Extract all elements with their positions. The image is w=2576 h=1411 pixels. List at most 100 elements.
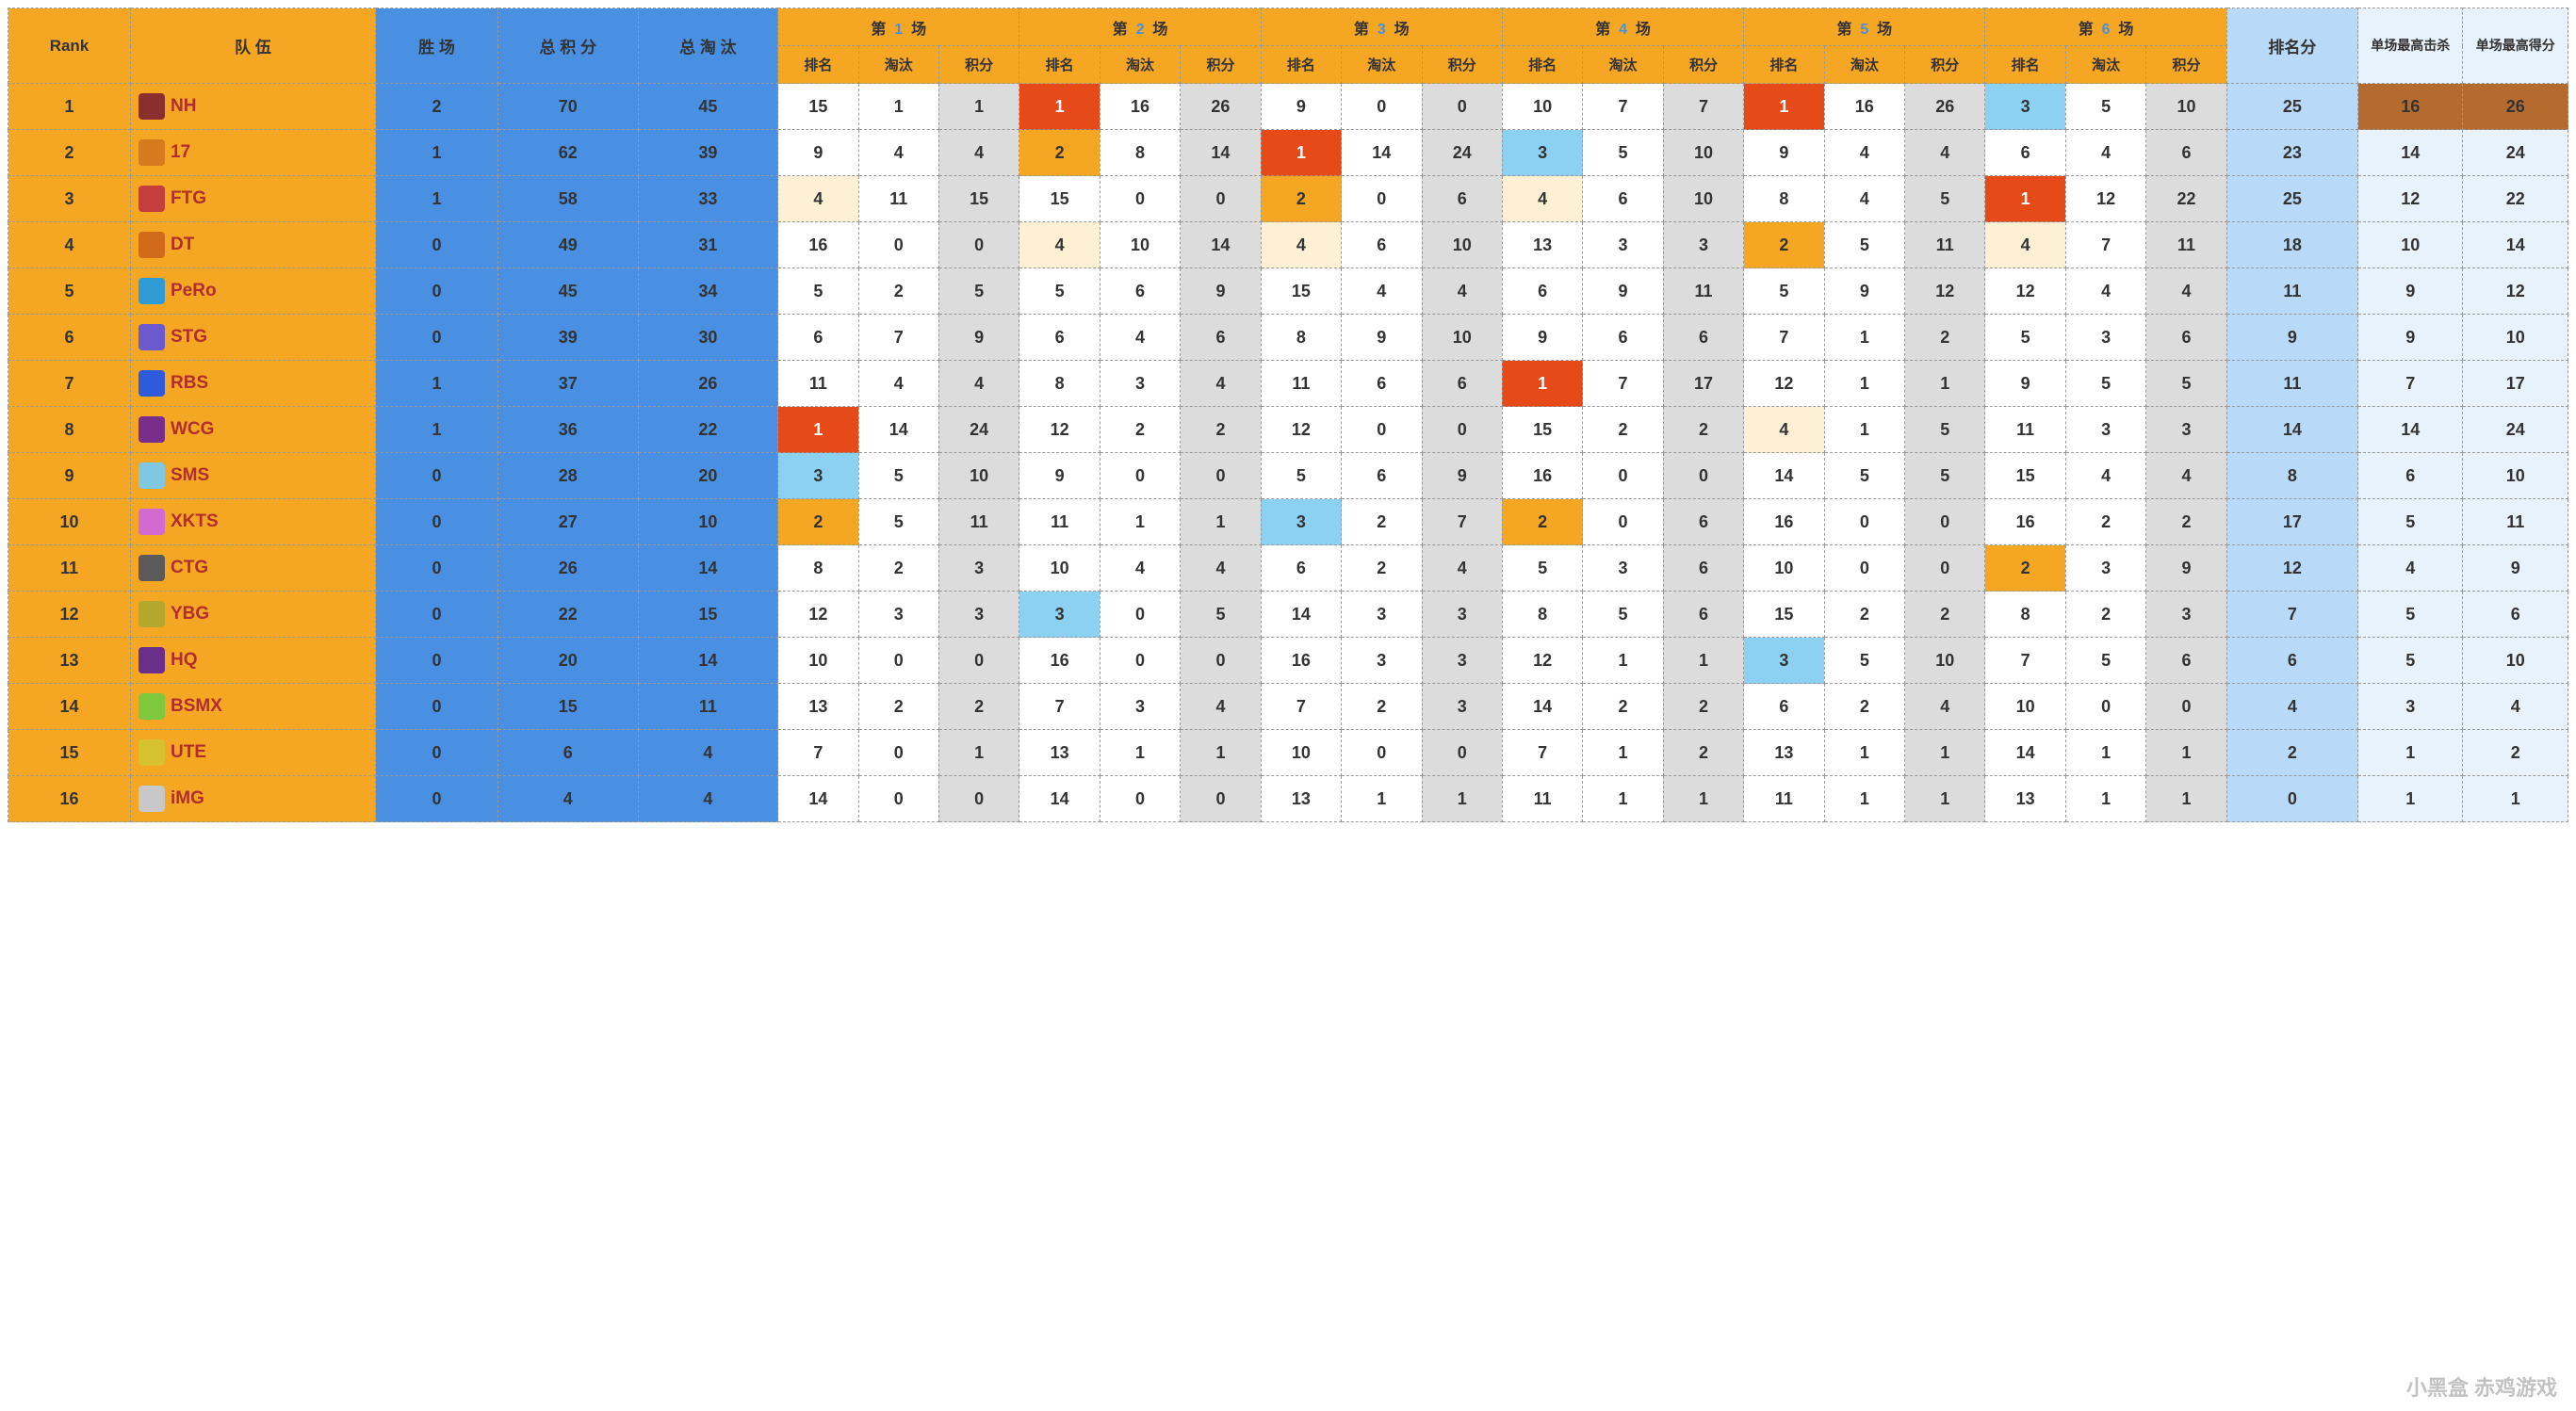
cell-rank: 16 [8, 776, 131, 822]
cell-game-points: 3 [2146, 592, 2226, 638]
cell-game-elim: 1 [1824, 407, 1904, 453]
table-row: 11CTG02614823104462453610002391249 [8, 545, 2568, 592]
hdr-sub-points-g4: 积分 [1663, 46, 1743, 84]
cell-game-points: 22 [2146, 176, 2226, 222]
cell-game-rank: 10 [1985, 684, 2065, 730]
cell-game-rank: 10 [1502, 84, 1582, 130]
cell-game-rank: 11 [1744, 776, 1824, 822]
cell-total: 36 [498, 407, 639, 453]
cell-team: STG [131, 315, 376, 361]
cell-game-elim: 3 [2065, 315, 2145, 361]
cell-team: PeRo [131, 268, 376, 315]
cell-game-points: 10 [938, 453, 1019, 499]
team-name: CTG [171, 558, 208, 577]
cell-game-rank: 13 [778, 684, 858, 730]
cell-game-rank: 11 [1985, 407, 2065, 453]
cell-game-points: 6 [1663, 315, 1743, 361]
cell-game-points: 2 [1905, 592, 1985, 638]
cell-game-rank: 1 [778, 407, 858, 453]
cell-max-kills: 3 [2358, 684, 2463, 730]
table-row: 15UTE0647011311100071213111411212 [8, 730, 2568, 776]
cell-game-rank: 7 [1502, 730, 1582, 776]
cell-game-points: 2 [1663, 407, 1743, 453]
cell-game-points: 11 [938, 499, 1019, 545]
cell-game-elim: 16 [1100, 84, 1180, 130]
cell-game-elim: 1 [1824, 315, 1904, 361]
cell-max-kills: 5 [2358, 638, 2463, 684]
cell-game-rank: 14 [778, 776, 858, 822]
cell-rank-points: 9 [2226, 315, 2357, 361]
table-row: 4DT049311600410144610133325114711181014 [8, 222, 2568, 268]
cell-game-rank: 9 [1502, 315, 1582, 361]
cell-game-rank: 4 [1019, 222, 1100, 268]
cell-game-points: 10 [1663, 176, 1743, 222]
cell-game-elim: 4 [1100, 545, 1180, 592]
cell-game-elim: 1 [1100, 730, 1180, 776]
hdr-sub-points-g2: 积分 [1181, 46, 1261, 84]
cell-wins: 0 [376, 315, 498, 361]
team-logo-icon [139, 186, 165, 212]
cell-total: 22 [498, 592, 639, 638]
cell-game-rank: 5 [1744, 268, 1824, 315]
cell-game-rank: 5 [1985, 315, 2065, 361]
cell-game-elim: 1 [2065, 776, 2145, 822]
team-name: DT [171, 235, 194, 254]
cell-game-rank: 16 [1261, 638, 1341, 684]
cell-game-points: 0 [1422, 407, 1502, 453]
cell-team: WCG [131, 407, 376, 453]
cell-game-points: 6 [2146, 130, 2226, 176]
cell-game-rank: 16 [778, 222, 858, 268]
hdr-sub-rank-g1: 排名 [778, 46, 858, 84]
cell-rank: 5 [8, 268, 131, 315]
cell-game-elim: 5 [1824, 638, 1904, 684]
cell-total: 15 [498, 684, 639, 730]
hdr-team: 队 伍 [131, 8, 376, 84]
cell-game-elim: 10 [1100, 222, 1180, 268]
cell-game-points: 4 [1422, 268, 1502, 315]
cell-max-points: 2 [2463, 730, 2568, 776]
cell-elims: 11 [638, 684, 778, 730]
cell-game-rank: 15 [1985, 453, 2065, 499]
cell-rank-points: 6 [2226, 638, 2357, 684]
cell-wins: 1 [376, 407, 498, 453]
cell-game-points: 14 [1181, 130, 1261, 176]
cell-game-elim: 2 [1342, 684, 1422, 730]
cell-game-points: 4 [2146, 453, 2226, 499]
cell-game-elim: 5 [858, 453, 938, 499]
cell-game-points: 6 [1663, 499, 1743, 545]
cell-game-elim: 6 [1583, 315, 1663, 361]
table-row: 3FTG15833411151500206461084511222251222 [8, 176, 2568, 222]
cell-game-points: 9 [1422, 453, 1502, 499]
table-row: 6STG0393067964689109667125369910 [8, 315, 2568, 361]
cell-game-points: 14 [1181, 222, 1261, 268]
cell-game-elim: 2 [2065, 592, 2145, 638]
cell-total: 4 [498, 776, 639, 822]
cell-elims: 30 [638, 315, 778, 361]
cell-game-elim: 0 [1100, 638, 1180, 684]
cell-game-points: 2 [1663, 684, 1743, 730]
cell-max-points: 14 [2463, 222, 2568, 268]
cell-game-points: 10 [1663, 130, 1743, 176]
cell-rank-points: 4 [2226, 684, 2357, 730]
cell-max-kills: 7 [2358, 361, 2463, 407]
team-logo-icon [139, 370, 165, 397]
cell-rank: 9 [8, 453, 131, 499]
cell-rank: 6 [8, 315, 131, 361]
cell-game-elim: 1 [1100, 499, 1180, 545]
hdr-game-5: 第 5 场 [1744, 8, 1985, 46]
hdr-sub-rank-g3: 排名 [1261, 46, 1341, 84]
hdr-max-kills: 单场最高击杀 [2358, 8, 2463, 84]
cell-game-rank: 6 [1744, 684, 1824, 730]
team-name: WCG [171, 419, 214, 439]
cell-game-rank: 1 [1985, 176, 2065, 222]
hdr-total-elims: 总 淘 汰 [638, 8, 778, 84]
cell-max-points: 6 [2463, 592, 2568, 638]
cell-wins: 0 [376, 222, 498, 268]
cell-game-elim: 3 [1100, 684, 1180, 730]
cell-game-rank: 3 [1261, 499, 1341, 545]
cell-game-elim: 3 [1583, 222, 1663, 268]
cell-game-rank: 10 [1019, 545, 1100, 592]
table-row: 217162399442814114243510944646231424 [8, 130, 2568, 176]
cell-game-rank: 12 [778, 592, 858, 638]
cell-elims: 39 [638, 130, 778, 176]
